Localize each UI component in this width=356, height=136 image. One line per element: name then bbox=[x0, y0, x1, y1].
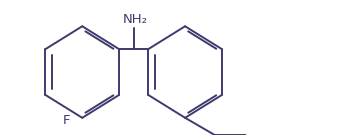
Text: F: F bbox=[62, 114, 70, 127]
Text: NH₂: NH₂ bbox=[123, 13, 148, 26]
